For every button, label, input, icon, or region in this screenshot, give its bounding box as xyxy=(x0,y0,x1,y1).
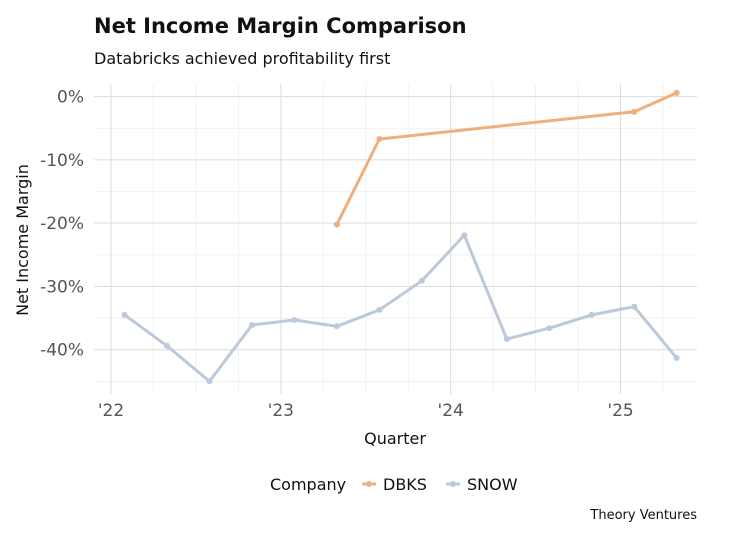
data-point-dbks xyxy=(673,89,680,96)
data-point-snow xyxy=(503,335,510,342)
data-point-snow xyxy=(164,342,171,349)
y-tick-label: -10% xyxy=(40,151,84,171)
y-axis-ticks: 0% -10% -20% -30% -40% xyxy=(40,88,84,361)
data-point-snow xyxy=(631,303,638,310)
y-tick-label: -20% xyxy=(40,214,84,234)
data-point-snow xyxy=(333,323,340,330)
y-tick-label: 0% xyxy=(57,88,84,108)
y-tick-label: -30% xyxy=(40,277,84,297)
data-point-dbks xyxy=(376,136,383,143)
data-point-snow xyxy=(673,354,680,361)
data-point-dbks xyxy=(631,108,638,115)
legend-swatch-point-snow xyxy=(450,481,456,487)
chart-title: Net Income Margin Comparison xyxy=(94,14,467,38)
y-axis-label: Net Income Margin xyxy=(13,164,32,316)
data-point-snow xyxy=(418,277,425,284)
gridlines xyxy=(94,84,697,394)
legend-swatch-point-dbks xyxy=(366,481,372,487)
x-tick-label: '24 xyxy=(438,401,464,421)
data-point-snow xyxy=(546,325,553,332)
data-point-snow xyxy=(206,378,213,385)
data-point-snow xyxy=(461,232,468,239)
source-caption: Theory Ventures xyxy=(590,508,697,523)
series-line-dbks xyxy=(335,91,679,226)
data-point-snow xyxy=(376,306,383,313)
legend-label-dbks: DBKS xyxy=(383,475,427,494)
x-tick-label: '23 xyxy=(268,401,294,421)
x-axis-ticks: '22 '23 '24 '25 xyxy=(98,401,634,421)
series-group xyxy=(121,89,680,385)
x-tick-label: '22 xyxy=(98,401,124,421)
data-point-snow xyxy=(291,316,298,323)
legend: Company DBKS SNOW xyxy=(270,475,518,494)
legend-label-snow: SNOW xyxy=(467,475,518,494)
legend-title: Company xyxy=(270,475,346,494)
y-tick-label: -40% xyxy=(40,341,84,361)
x-axis-label: Quarter xyxy=(364,429,426,448)
data-point-snow xyxy=(248,322,255,329)
data-point-snow xyxy=(588,311,595,318)
data-point-snow xyxy=(121,311,128,318)
series-line-snow xyxy=(123,233,679,383)
chart-subtitle: Databricks achieved profitability first xyxy=(94,49,391,68)
x-tick-label: '25 xyxy=(607,401,633,421)
legend-items: DBKS SNOW xyxy=(362,475,518,494)
data-point-dbks xyxy=(333,221,340,228)
